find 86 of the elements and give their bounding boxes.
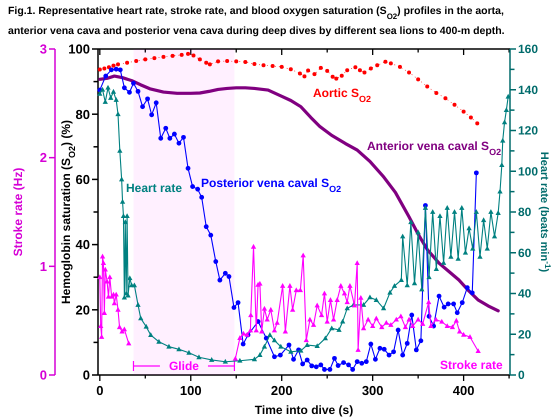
point (225, 59, 230, 64)
y2-tick-label: 0 (518, 368, 525, 382)
point (298, 71, 302, 76)
point (353, 65, 358, 70)
y2-tick-label: 80 (518, 205, 532, 220)
y2-tick-label: 20 (518, 327, 532, 342)
point (434, 91, 438, 96)
point (318, 66, 323, 70)
x-tick-label: 400 (452, 383, 474, 398)
point (452, 102, 457, 107)
point (102, 66, 106, 71)
point (312, 72, 316, 76)
point (186, 52, 190, 56)
point (191, 54, 196, 58)
point (208, 62, 212, 66)
y3-axis-title: Stroke rate (Hz) (11, 168, 25, 256)
point (334, 76, 338, 81)
point (98, 68, 102, 72)
point (170, 54, 175, 58)
series-label: Anterior vena caval S$_{O2}$ (367, 139, 502, 157)
y2-tick-label: 120 (518, 124, 538, 138)
y2-tick-label: 100 (518, 164, 538, 178)
x-tick-label: 100 (180, 383, 202, 398)
y-tick-label: 40 (76, 237, 90, 252)
point (330, 74, 335, 79)
point (443, 96, 448, 100)
point (116, 62, 120, 66)
point (180, 52, 184, 57)
point (383, 60, 388, 64)
point (143, 57, 148, 62)
point (407, 70, 412, 74)
point (462, 110, 466, 114)
y2-tick-label: 140 (518, 82, 538, 97)
x-tick-label: 300 (362, 383, 384, 398)
y2-tick-label: 60 (518, 246, 532, 260)
point (204, 60, 208, 65)
point (388, 61, 393, 66)
y3-tick-label: 1 (40, 258, 47, 274)
point (270, 64, 275, 68)
y3-tick-label: 2 (40, 150, 47, 166)
point (475, 121, 480, 126)
y-tick-label: 0 (82, 368, 90, 383)
point (425, 84, 430, 88)
point (198, 57, 202, 62)
point (375, 63, 380, 68)
band-label: Glide (168, 359, 200, 374)
chart-title: Fig.1. Representative heart rate, stroke rate, and blood oxygen saturation (S$_{O2}$) profiles in the aorta, anterior vena cava and posterior vena cava during deep dives by different sea lions to 400-m depth. (8, 5, 505, 37)
point (134, 59, 138, 64)
point (234, 59, 238, 64)
y3-tick-label: 0 (40, 368, 47, 383)
point (416, 77, 420, 82)
point (468, 115, 473, 120)
point (125, 60, 130, 65)
y2-tick-label: 40 (518, 286, 532, 301)
y-tick-label: 80 (76, 106, 90, 122)
line-series (98, 74, 500, 312)
point (161, 54, 166, 59)
point (302, 74, 306, 78)
point (345, 68, 350, 72)
point (368, 66, 373, 71)
point (325, 68, 330, 73)
point (362, 70, 366, 74)
point (111, 64, 116, 68)
point (340, 74, 344, 78)
point (262, 63, 266, 68)
point (398, 64, 402, 69)
point (288, 67, 293, 72)
point (152, 56, 156, 60)
x-tick-label: 0 (96, 383, 104, 398)
y-tick-label: 20 (76, 302, 90, 318)
point (358, 68, 362, 72)
series-label: Heart rate (126, 181, 182, 195)
y-tick-label: 60 (76, 172, 90, 187)
point (243, 60, 248, 64)
point (306, 68, 310, 73)
x-tick-label: 200 (270, 383, 293, 398)
point (280, 64, 284, 69)
point (252, 62, 256, 66)
series-label: Aortic S$_{O2}$ (313, 86, 372, 104)
x-axis-title: Time into dive (s) (254, 403, 354, 417)
series-label: Posterior vena caval S$_{O2}$ (201, 176, 342, 194)
series-label: Stroke rate (440, 358, 504, 372)
y3-tick-label: 3 (40, 42, 47, 57)
y-tick-label: 100 (68, 42, 90, 57)
y2-tick-label: 160 (518, 42, 538, 56)
point (216, 59, 220, 64)
